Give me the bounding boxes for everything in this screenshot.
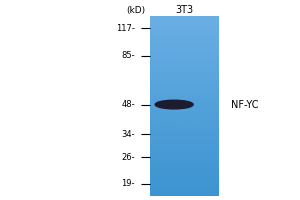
Text: 3T3: 3T3	[176, 5, 194, 15]
Text: NF-YC: NF-YC	[231, 100, 259, 110]
Text: 48-: 48-	[122, 100, 135, 109]
Text: 34-: 34-	[122, 130, 135, 139]
Text: 19-: 19-	[122, 179, 135, 188]
Text: 85-: 85-	[122, 51, 135, 60]
Text: 26-: 26-	[122, 153, 135, 162]
Text: 117-: 117-	[116, 24, 135, 33]
Ellipse shape	[155, 100, 193, 109]
Text: (kD): (kD)	[126, 6, 145, 15]
